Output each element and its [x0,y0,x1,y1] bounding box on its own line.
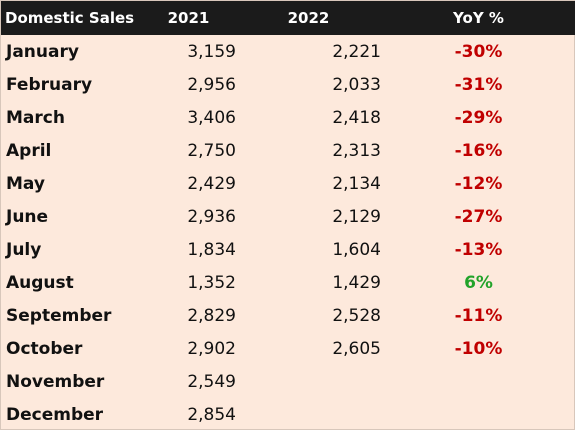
sales-2021-cell: 2,750 [187,140,236,161]
table-row: April 2,750 2,313 -16% [1,134,575,167]
sales-2022-cell: 1,604 [332,239,381,260]
table-body: January 3,159 2,221 -30% February 2,956 2,033 -… [1,35,575,431]
table-row: December 2,854 [1,398,575,431]
sales-2021-cell: 1,834 [187,239,236,260]
sales-2021-cell: 2,829 [187,305,236,326]
table-header: Domestic Sales 2021 2022 YoY % [1,1,575,35]
header-domestic-sales: Domestic Sales [5,9,135,27]
month-cell: December [6,404,104,425]
yoy-change-cell: -29% [454,107,503,128]
sales-2022-cell: 2,134 [332,173,381,194]
sales-2021-cell: 2,854 [187,404,236,425]
yoy-change-cell [381,365,575,398]
month-cell: June [6,206,49,227]
yoy-change-cell: -11% [454,305,503,326]
sales-2021-cell: 3,159 [187,41,236,62]
table-row: October 2,902 2,605 -10% [1,332,575,365]
table-row: September 2,829 2,528 -11% [1,299,575,332]
sales-2021-cell: 2,902 [187,338,236,359]
table-row: March 3,406 2,418 -29% [1,101,575,134]
sales-2022-cell: 2,129 [332,206,381,227]
yoy-change-cell: -30% [454,41,503,62]
month-cell: August [6,272,74,293]
month-cell: March [6,107,65,128]
table-row: January 3,159 2,221 -30% [1,35,575,68]
sales-2021-cell: 2,549 [187,371,236,392]
yoy-change-cell: -13% [454,239,503,260]
sales-2022-cell: 1,429 [332,272,381,293]
sales-2022-cell: 2,418 [332,107,381,128]
sales-2022-cell: 2,528 [332,305,381,326]
table-row: June 2,936 2,129 -27% [1,200,575,233]
sales-2021-cell: 2,936 [187,206,236,227]
header-row: Domestic Sales 2021 2022 YoY % [1,1,575,35]
sales-2021-cell: 3,406 [187,107,236,128]
header-yoy: YoY % [453,9,504,27]
month-cell: September [6,305,112,326]
table-row: July 1,834 1,604 -13% [1,233,575,266]
month-cell: May [6,173,45,194]
yoy-change-cell [381,398,575,431]
month-cell: November [6,371,105,392]
table-row: August 1,352 1,429 6% [1,266,575,299]
sales-2022-cell: 2,221 [332,41,381,62]
sales-2021-cell: 2,956 [187,74,236,95]
sales-2022-cell [236,398,381,431]
table-row: November 2,549 [1,365,575,398]
sales-2022-cell: 2,033 [332,74,381,95]
month-cell: February [6,74,93,95]
month-cell: January [6,41,79,62]
header-2022: 2022 [287,9,330,27]
yoy-change-cell: -27% [454,206,503,227]
yoy-change-cell: -12% [454,173,503,194]
yoy-change-cell: 6% [464,272,493,293]
sales-2021-cell: 1,352 [187,272,236,293]
table-row: February 2,956 2,033 -31% [1,68,575,101]
yoy-change-cell: -31% [454,74,503,95]
yoy-change-cell: -16% [454,140,503,161]
table-row: May 2,429 2,134 -12% [1,167,575,200]
yoy-change-cell: -10% [454,338,503,359]
sales-2022-cell: 2,313 [332,140,381,161]
sales-2022-cell [236,365,381,398]
sales-2021-cell: 2,429 [187,173,236,194]
sales-2022-cell: 2,605 [332,338,381,359]
month-cell: July [6,239,42,260]
month-cell: April [6,140,52,161]
month-cell: October [6,338,83,359]
header-2021: 2021 [167,9,210,27]
